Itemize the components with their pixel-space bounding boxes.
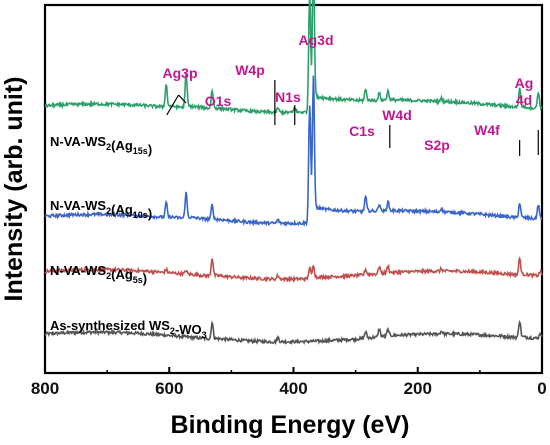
peak-label: Ag3d <box>299 32 334 48</box>
peak-label: C1s <box>349 123 375 139</box>
x-tick-label: 800 <box>31 379 59 398</box>
series-line-3 <box>44 0 543 117</box>
series-label-3: N-VA-WS2(Ag15s) <box>50 134 152 157</box>
series-line-2 <box>44 75 543 228</box>
series-line-0 <box>44 320 543 346</box>
x-tick-label: 600 <box>155 379 183 398</box>
x-axis-title: Binding Energy (eV) <box>171 411 410 439</box>
peak-label: Ag3p <box>163 65 198 81</box>
x-tick-label: 400 <box>279 379 307 398</box>
peak-label: W4p <box>235 62 265 78</box>
x-tick-label: 200 <box>404 379 432 398</box>
series-label-1: N-VA-WS2(Ag5s) <box>50 263 147 286</box>
series-curves <box>44 0 543 346</box>
x-axis-ticks: 800 600 400 200 0 <box>31 367 547 398</box>
peak-label-ag4d-1: 4d <box>516 92 532 108</box>
x-tick-label: 0 <box>537 379 546 398</box>
peak-label: S2p <box>424 137 450 153</box>
series-line-1 <box>44 256 543 284</box>
peak-label: W4f <box>474 122 500 138</box>
peak-label: O1s <box>205 93 232 109</box>
peak-label-ag4d-0: Ag <box>515 75 534 91</box>
series-label-0: As-synthesized WS2-WO3 <box>50 318 207 340</box>
series-labels: As-synthesized WS2-WO3 N-VA-WS2(Ag5s) N-VA… <box>50 134 207 340</box>
peak-label: N1s <box>275 89 301 105</box>
y-axis-title: Intensity (arb. unit) <box>0 77 28 302</box>
series-label-2: N-VA-WS2(Ag10s) <box>50 198 152 221</box>
peak-label: W4d <box>382 107 412 123</box>
peak-leader-line <box>178 94 187 104</box>
peak-leader-line <box>166 94 180 116</box>
